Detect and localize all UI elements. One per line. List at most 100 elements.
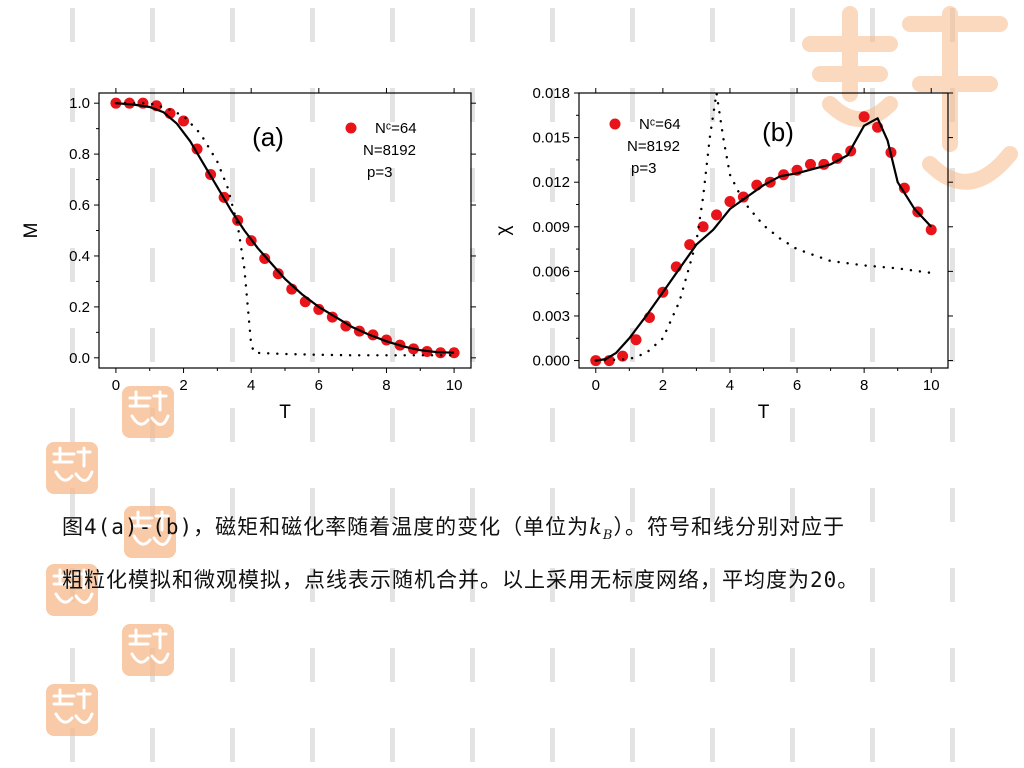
x-tick-label: 10 <box>446 377 463 394</box>
background-stripe-2-2 <box>230 168 235 202</box>
background-stripe-2-5 <box>230 408 235 442</box>
background-stripe-5-9 <box>470 728 475 762</box>
watermark-stamp-2 <box>46 564 98 616</box>
chart-panel-b: 0 2 4 6 8 10 0.000 0.003 0.006 0.009 0.012 0.015 0.0… <box>493 85 953 423</box>
data-point <box>178 115 190 127</box>
data-point <box>724 196 736 208</box>
background-stripe-9-3 <box>790 248 795 282</box>
background-stripe-10-1 <box>870 88 875 122</box>
background-stripe-1-3 <box>150 248 155 282</box>
background-stripe-6-3 <box>550 248 555 282</box>
background-stripe-3-8 <box>310 648 315 682</box>
legend-entry: Nᶜ=64 <box>375 120 417 137</box>
background-stripe-10-5 <box>870 408 875 442</box>
background-stripe-1-2 <box>150 168 155 202</box>
x-tick-label: 8 <box>382 377 390 394</box>
x-axis-title: T <box>758 402 770 423</box>
caption-line-1-start: 图4(a)-(b)，磁矩和磁化率随着温度的变化（单位为 <box>62 515 590 539</box>
background-stripe-3-6 <box>310 488 315 522</box>
background-stripe-1-4 <box>150 328 155 362</box>
background-stripe-9-2 <box>790 168 795 202</box>
background-stripe-7-1 <box>630 88 635 122</box>
background-stripe-9-1 <box>790 88 795 122</box>
background-stripe-5-4 <box>470 328 475 362</box>
background-stripe-7-9 <box>630 728 635 762</box>
y-axis-title: χ <box>493 225 514 235</box>
background-stripe-5-5 <box>470 408 475 442</box>
background-stripe-0-5 <box>70 408 75 442</box>
x-tick-label: 8 <box>860 377 868 394</box>
background-stripe-2-0 <box>230 8 235 42</box>
background-stripe-9-8 <box>790 648 795 682</box>
background-stripe-4-9 <box>390 728 395 762</box>
background-stripe-8-5 <box>710 408 715 442</box>
background-stripe-2-1 <box>230 88 235 122</box>
background-stripe-10-6 <box>870 488 875 522</box>
background-stripe-6-8 <box>550 648 555 682</box>
figure-caption: 图4(a)-(b)，磁矩和磁化率随着温度的变化（单位为kB）。符号和线分别对应于… <box>62 505 1002 602</box>
background-stripe-4-8 <box>390 648 395 682</box>
background-stripe-5-7 <box>470 568 475 602</box>
data-point <box>684 239 696 251</box>
data-point <box>617 350 629 362</box>
background-stripe-0-0 <box>70 8 75 42</box>
background-stripe-8-3 <box>710 248 715 282</box>
background-stripe-7-2 <box>630 168 635 202</box>
legend-marker <box>345 122 357 134</box>
y-tick-label: 1.0 <box>69 95 90 112</box>
background-stripe-2-7 <box>230 568 235 602</box>
legend-entry: p=3 <box>631 160 656 177</box>
background-stripe-4-3 <box>390 248 395 282</box>
y-tick-label: 0.009 <box>532 219 570 236</box>
data-point <box>313 303 325 315</box>
data-point <box>340 320 352 332</box>
x-axis-title: T <box>279 402 291 423</box>
background-stripe-10-4 <box>870 328 875 362</box>
background-stripe-8-0 <box>710 8 715 42</box>
background-stripe-7-6 <box>630 488 635 522</box>
series-dotted-random-merge <box>114 102 456 357</box>
background-stripe-7-4 <box>630 328 635 362</box>
background-stripe-2-3 <box>230 248 235 282</box>
watermark-stamp-3 <box>122 624 174 676</box>
kb-subscript: B <box>602 528 614 544</box>
background-stripe-0-6 <box>70 488 75 522</box>
data-point <box>737 191 749 203</box>
series-line-microscopic <box>595 117 933 362</box>
background-stripe-8-4 <box>710 328 715 362</box>
caption-line-1: 图4(a)-(b)，磁矩和磁化率随着温度的变化（单位为kB）。符号和线分别对应于 <box>62 505 1002 558</box>
background-stripe-5-0 <box>470 8 475 42</box>
x-tick-label: 6 <box>315 377 323 394</box>
background-stripe-10-7 <box>870 568 875 602</box>
boltzmann-constant: kB <box>589 515 613 543</box>
x-tick-label: 6 <box>793 377 801 394</box>
background-stripe-11-8 <box>950 648 955 682</box>
series-dotted-random-merge <box>594 92 933 362</box>
legend: Nᶜ=64 N=8192 p=3 <box>609 116 681 177</box>
x-tick-label: 0 <box>112 377 120 394</box>
background-stripe-1-7 <box>150 568 155 602</box>
background-stripe-11-7 <box>950 568 955 602</box>
data-point <box>898 182 910 194</box>
background-stripe-11-3 <box>950 248 955 282</box>
background-stripe-2-4 <box>230 328 235 362</box>
background-stripe-3-2 <box>310 168 315 202</box>
background-stripe-9-5 <box>790 408 795 442</box>
legend-entry: p=3 <box>367 164 392 181</box>
y-tick-label: 0.8 <box>69 146 90 163</box>
y-tick-label: 0.4 <box>69 248 90 265</box>
background-stripe-10-8 <box>870 648 875 682</box>
background-stripe-7-7 <box>630 568 635 602</box>
background-stripe-5-3 <box>470 248 475 282</box>
background-stripe-3-4 <box>310 328 315 362</box>
legend-entry: N=8192 <box>627 138 680 155</box>
background-stripe-3-3 <box>310 248 315 282</box>
caption-line-2: 粗粒化模拟和微观模拟，点线表示随机合并。以上采用无标度网络，平均度为20。 <box>62 568 860 593</box>
watermark-stamp-5 <box>124 506 176 558</box>
y-tick-label: 0.6 <box>69 197 90 214</box>
data-point <box>272 268 284 280</box>
background-stripe-8-9 <box>710 728 715 762</box>
y-tick-label: 0.2 <box>69 299 90 316</box>
caption-line-1-end: ）。符号和线分别对应于 <box>613 515 845 539</box>
